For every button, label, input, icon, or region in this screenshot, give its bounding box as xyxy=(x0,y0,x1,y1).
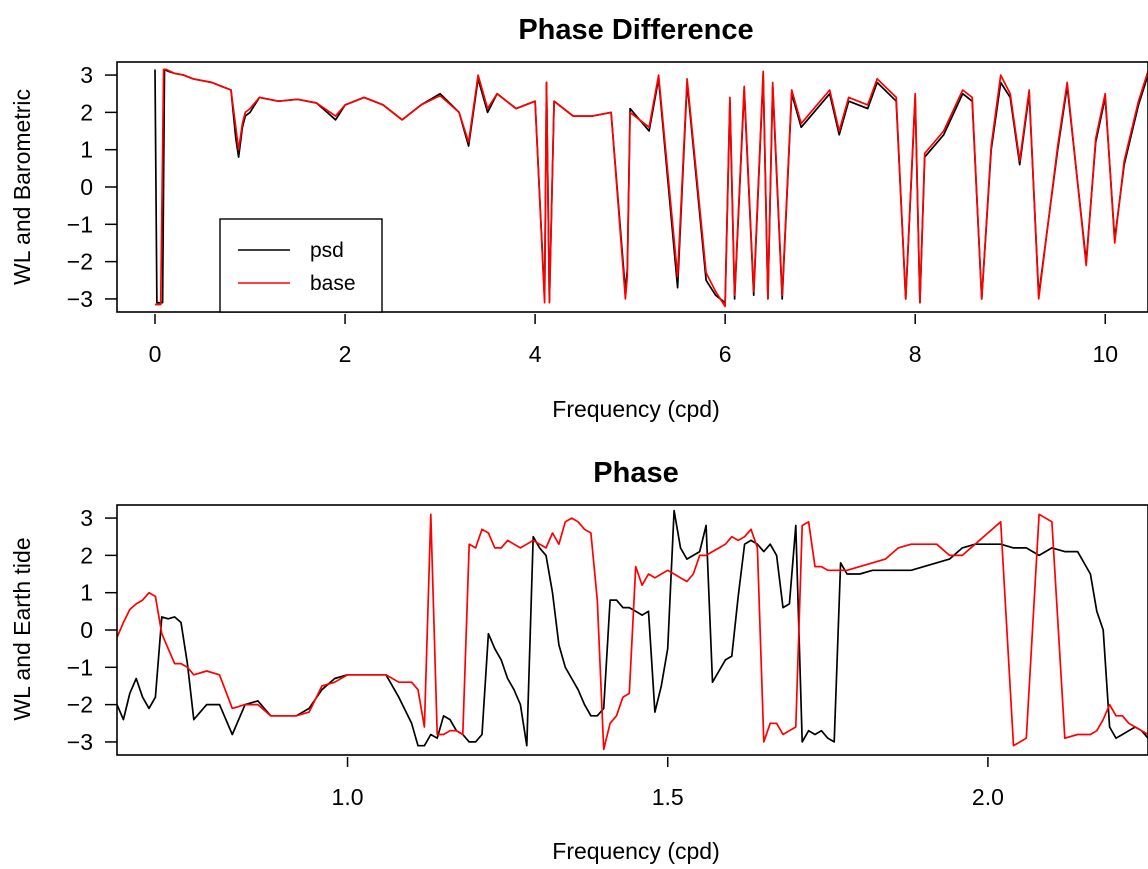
y-tick-label: −1 xyxy=(67,211,93,237)
x-tick-label: 0 xyxy=(149,341,162,367)
phase-difference-panel: Phase Difference Frequency (cpd) WL and … xyxy=(9,14,1148,422)
y-tick-label: −2 xyxy=(67,692,93,718)
x-tick-label: 1.0 xyxy=(332,784,364,810)
x-tick-label: 4 xyxy=(529,341,542,367)
legend-label-base: base xyxy=(310,272,356,295)
legend-box xyxy=(220,219,382,312)
x-axis-label: Frequency (cpd) xyxy=(552,396,719,422)
legend: psd base xyxy=(220,219,382,312)
x-tick-label: 2.0 xyxy=(972,784,1004,810)
x-tick-label: 6 xyxy=(719,341,732,367)
phase-panel: Phase Frequency (cpd) WL and Earth tide … xyxy=(9,457,1148,864)
x-axis-ticks: 1.0 1.5 2.0 xyxy=(332,757,1004,810)
y-tick-label: 0 xyxy=(80,617,93,643)
chart-title: Phase xyxy=(593,457,678,489)
y-tick-label: 0 xyxy=(80,174,93,200)
y-axis-ticks: 3 2 1 0 −1 −2 −3 xyxy=(67,505,117,755)
y-tick-label: 1 xyxy=(80,137,93,163)
x-tick-label: 10 xyxy=(1092,341,1118,367)
x-tick-label: 1.5 xyxy=(652,784,684,810)
x-axis-ticks: 0 2 4 6 8 10 xyxy=(149,314,1118,367)
chart-title: Phase Difference xyxy=(518,14,753,46)
y-tick-label: 1 xyxy=(80,580,93,606)
y-tick-label: 2 xyxy=(80,542,93,568)
y-axis-label: WL and Barometric xyxy=(9,89,35,285)
y-axis-ticks: 3 2 1 0 −1 −2 −3 xyxy=(67,62,117,312)
y-axis-label: WL and Earth tide xyxy=(9,537,35,720)
y-tick-label: −1 xyxy=(67,654,93,680)
series-layer xyxy=(117,511,1148,750)
y-tick-label: 3 xyxy=(80,62,93,88)
y-tick-label: −3 xyxy=(67,286,93,312)
y-tick-label: −3 xyxy=(67,729,93,755)
y-tick-label: 3 xyxy=(80,505,93,531)
x-tick-label: 8 xyxy=(909,341,922,367)
series-line-red xyxy=(117,514,1148,749)
legend-label-psd: psd xyxy=(310,239,344,262)
x-tick-label: 2 xyxy=(339,341,352,367)
x-axis-label: Frequency (cpd) xyxy=(552,838,719,864)
y-tick-label: −2 xyxy=(67,249,93,275)
y-tick-label: 2 xyxy=(80,99,93,125)
